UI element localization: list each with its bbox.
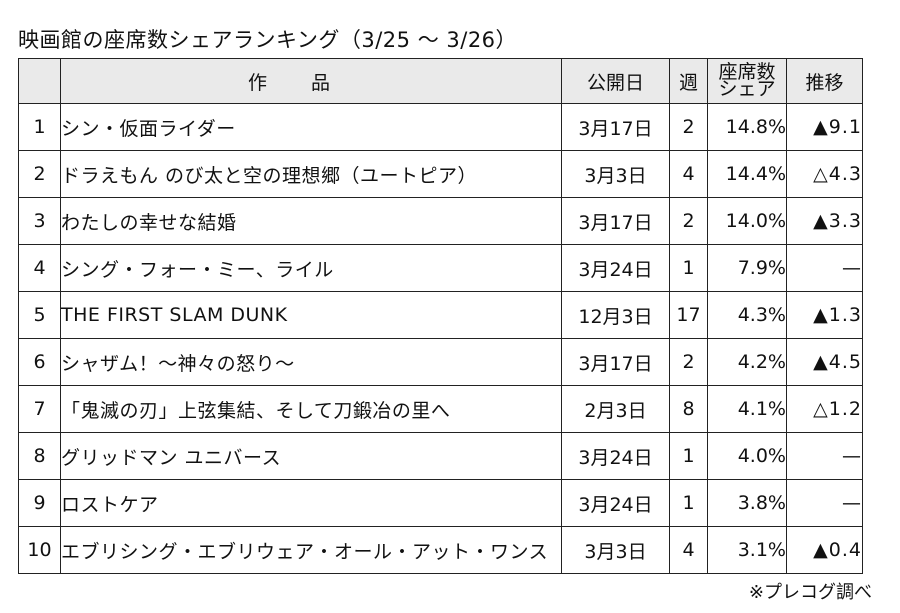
release-date-cell: 12月3日 [561, 291, 670, 339]
seat-share-cell: 3.8% [707, 479, 787, 527]
rank-cell: 1 [18, 103, 61, 151]
release-date-cell: 3月17日 [561, 338, 670, 386]
seat-share-cell: 4.3% [707, 291, 787, 339]
week-cell: 8 [669, 385, 708, 433]
table-body: 1 シン・仮面ライダー 3月17日 2 14.8% ▲9.1 2 ドラえもん のび太と空の理想… [18, 103, 863, 574]
table-row: 5 THE FIRST SLAM DUNK 12月3日 17 4.3% ▲1.3 [18, 291, 863, 339]
table-row: 6 シャザム！～神々の怒り～ 3月17日 2 4.2% ▲4.5 [18, 338, 863, 386]
title-cell: シング・フォー・ミー、ライル [60, 244, 562, 292]
header-seat-share-line1: 座席数 [718, 61, 776, 83]
table-title: 映画館の座席数シェアランキング（3/25 ～ 3/26） [18, 28, 518, 52]
trend-cell: ▲4.5 [786, 338, 863, 386]
title-cell: ロストケア [60, 479, 562, 527]
header-week: 週 [669, 58, 708, 104]
release-date-cell: 3月24日 [561, 479, 670, 527]
seat-share-cell: 14.0% [707, 197, 787, 245]
seat-share-cell: 14.4% [707, 150, 787, 198]
title-cell: グリッドマン ユニバース [60, 432, 562, 480]
trend-cell: — [786, 244, 863, 292]
table-row: 4 シング・フォー・ミー、ライル 3月24日 1 7.9% — [18, 244, 863, 292]
week-cell: 2 [669, 338, 708, 386]
trend-cell: ▲9.1 [786, 103, 863, 151]
trend-cell: ▲3.3 [786, 197, 863, 245]
rank-cell: 10 [18, 526, 61, 574]
title-cell: わたしの幸せな結婚 [60, 197, 562, 245]
trend-cell: — [786, 432, 863, 480]
header-title: 作品 [60, 58, 562, 104]
table-row: 8 グリッドマン ユニバース 3月24日 1 4.0% — [18, 432, 863, 480]
title-cell: 「鬼滅の刃」上弦集結、そして刀鍛冶の里へ [60, 385, 562, 433]
trend-cell: ▲0.4 [786, 526, 863, 574]
title-cell: シャザム！～神々の怒り～ [60, 338, 562, 386]
release-date-cell: 3月24日 [561, 432, 670, 480]
table-row: 3 わたしの幸せな結婚 3月17日 2 14.0% ▲3.3 [18, 197, 863, 245]
release-date-cell: 3月3日 [561, 150, 670, 198]
source-note: ※プレコグ調べ [748, 582, 872, 603]
table-row: 1 シン・仮面ライダー 3月17日 2 14.8% ▲9.1 [18, 103, 863, 151]
week-cell: 2 [669, 103, 708, 151]
header-trend: 推移 [786, 58, 863, 104]
week-cell: 1 [669, 244, 708, 292]
trend-cell: — [786, 479, 863, 527]
trend-cell: ▲1.3 [786, 291, 863, 339]
rank-cell: 4 [18, 244, 61, 292]
seat-share-cell: 4.2% [707, 338, 787, 386]
week-cell: 1 [669, 432, 708, 480]
header-rank [18, 58, 61, 104]
trend-cell: △4.3 [786, 150, 863, 198]
header-seat-share: 座席数 シェア [707, 58, 787, 104]
week-cell: 17 [669, 291, 708, 339]
rank-cell: 2 [18, 150, 61, 198]
week-cell: 4 [669, 526, 708, 574]
week-cell: 1 [669, 479, 708, 527]
rank-cell: 8 [18, 432, 61, 480]
title-cell: ドラえもん のび太と空の理想郷（ユートピア） [60, 150, 562, 198]
table-row: 7 「鬼滅の刃」上弦集結、そして刀鍛冶の里へ 2月3日 8 4.1% △1.2 [18, 385, 863, 433]
seat-share-cell: 14.8% [707, 103, 787, 151]
table-row: 9 ロストケア 3月24日 1 3.8% — [18, 479, 863, 527]
title-cell: エブリシング・エブリウェア・オール・アット・ワンス [60, 526, 562, 574]
seat-share-cell: 3.1% [707, 526, 787, 574]
header-release-date: 公開日 [561, 58, 670, 104]
release-date-cell: 3月17日 [561, 197, 670, 245]
table-row: 2 ドラえもん のび太と空の理想郷（ユートピア） 3月3日 4 14.4% △4.3 [18, 150, 863, 198]
release-date-cell: 3月24日 [561, 244, 670, 292]
release-date-cell: 2月3日 [561, 385, 670, 433]
seat-share-cell: 7.9% [707, 244, 787, 292]
header-seat-share-line2: シェア [718, 78, 776, 100]
seat-share-cell: 4.0% [707, 432, 787, 480]
release-date-cell: 3月17日 [561, 103, 670, 151]
week-cell: 4 [669, 150, 708, 198]
rank-cell: 7 [18, 385, 61, 433]
week-cell: 2 [669, 197, 708, 245]
rank-cell: 9 [18, 479, 61, 527]
header-row: 作品 公開日 週 座席数 シェア 推移 [18, 58, 863, 104]
ranking-table: 作品 公開日 週 座席数 シェア 推移 1 シン・仮面ライダー 3月17日 2 14.8… [18, 58, 863, 574]
seat-share-cell: 4.1% [707, 385, 787, 433]
title-cell: シン・仮面ライダー [60, 103, 562, 151]
rank-cell: 5 [18, 291, 61, 339]
release-date-cell: 3月3日 [561, 526, 670, 574]
rank-cell: 6 [18, 338, 61, 386]
rank-cell: 3 [18, 197, 61, 245]
table-row: 10 エブリシング・エブリウェア・オール・アット・ワンス 3月3日 4 3.1% ▲0.4 [18, 526, 863, 574]
trend-cell: △1.2 [786, 385, 863, 433]
title-cell: THE FIRST SLAM DUNK [60, 291, 562, 339]
